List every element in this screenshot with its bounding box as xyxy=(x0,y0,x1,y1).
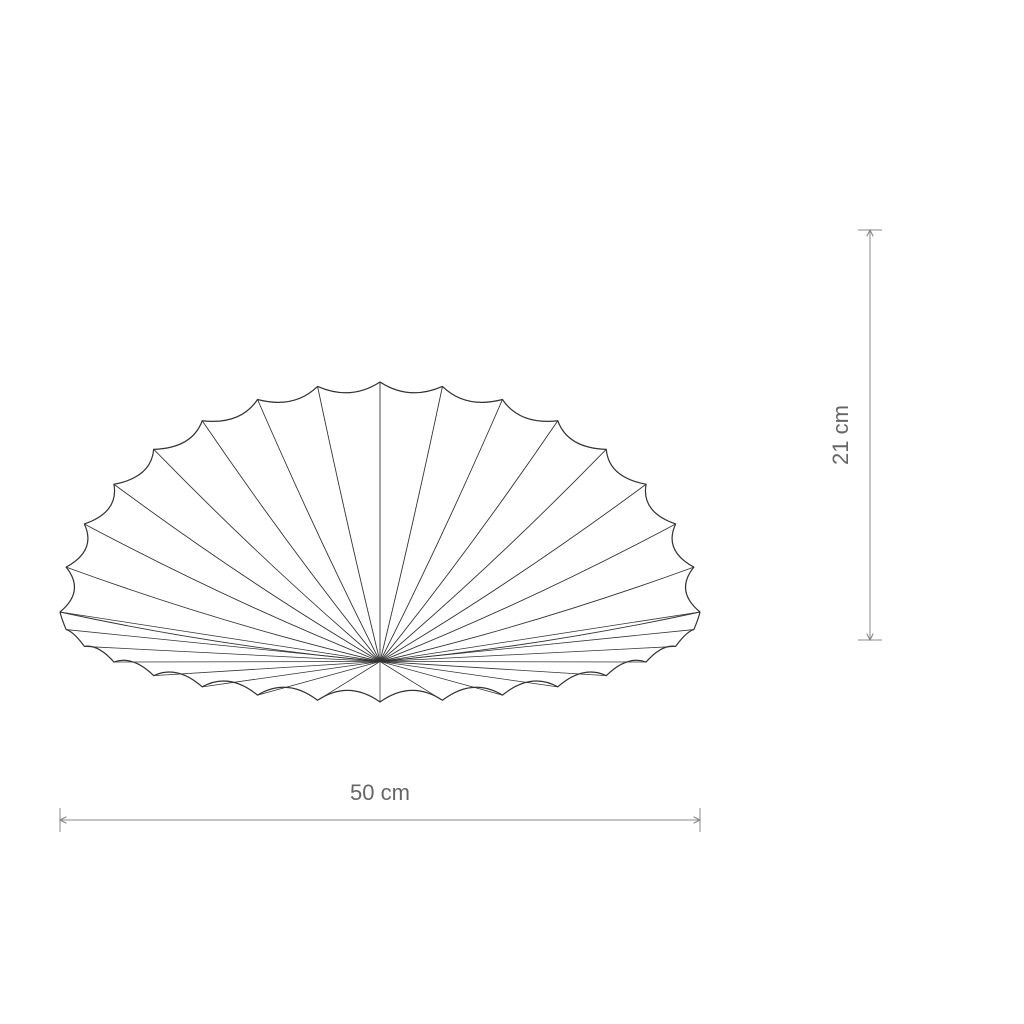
dimension-width: 50 cm xyxy=(60,780,700,832)
dimension-height-label: 21 cm xyxy=(828,405,853,465)
dimension-drawing: 50 cm 21 cm xyxy=(0,0,1024,1024)
dimension-height: 21 cm xyxy=(828,230,882,640)
dimension-width-label: 50 cm xyxy=(350,780,410,805)
